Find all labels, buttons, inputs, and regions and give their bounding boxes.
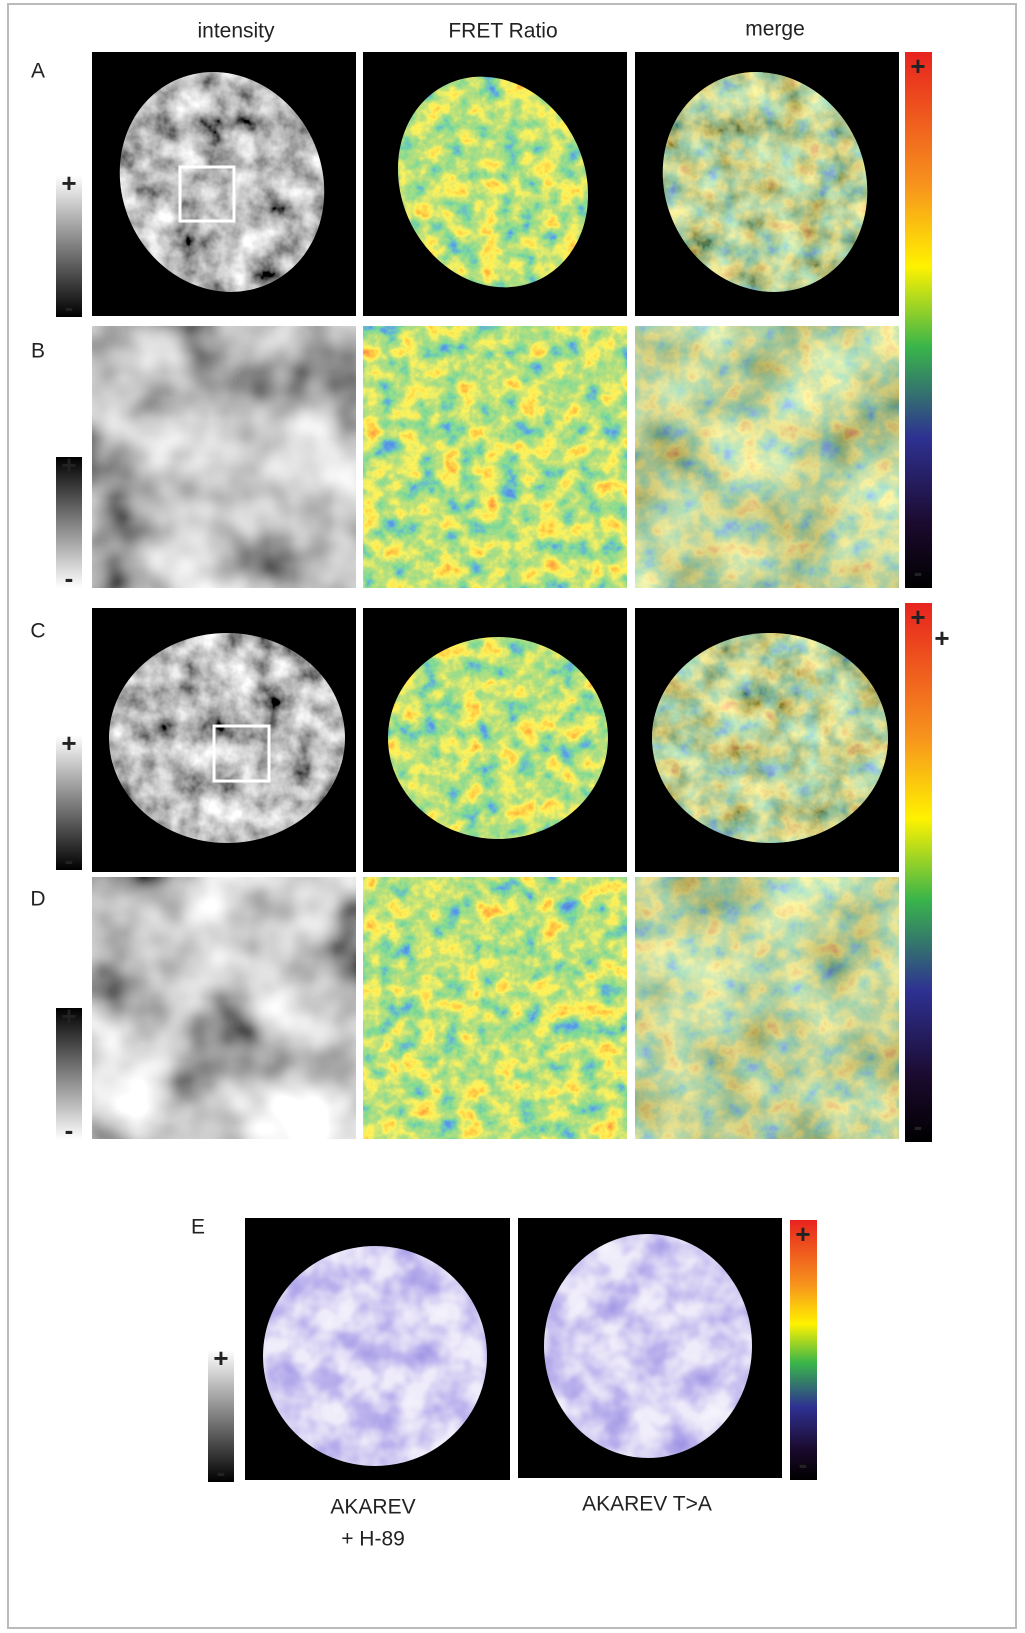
scale-sign: + bbox=[61, 1001, 76, 1031]
figure: intensity FRET Ratio merge A B C D E + A… bbox=[0, 0, 1025, 1633]
scale-sign: + bbox=[910, 602, 925, 632]
image-content bbox=[363, 877, 627, 1139]
micrograph bbox=[635, 877, 899, 1139]
scale-sign: - bbox=[65, 292, 74, 322]
image-overlay bbox=[635, 326, 899, 588]
column-header: intensity bbox=[197, 20, 275, 43]
micrograph bbox=[363, 877, 627, 1139]
scale-sign: - bbox=[914, 557, 923, 587]
column-header: FRET Ratio bbox=[448, 20, 557, 43]
color-scale-bar bbox=[790, 1220, 817, 1480]
scale-sign: - bbox=[914, 1111, 923, 1141]
micrograph bbox=[635, 608, 899, 872]
scale-sign: + bbox=[213, 1343, 228, 1373]
micrograph bbox=[635, 52, 899, 316]
scale-sign: - bbox=[799, 1449, 808, 1479]
scale-sign: + bbox=[910, 51, 925, 81]
scale-sign: + bbox=[61, 728, 76, 758]
scale-sign: + bbox=[61, 450, 76, 480]
scale-sign: + bbox=[795, 1219, 810, 1249]
row-label: C bbox=[30, 620, 45, 643]
micrograph bbox=[92, 877, 356, 1139]
micrograph bbox=[363, 52, 627, 316]
scale-sign: - bbox=[65, 845, 74, 875]
scale-sign: - bbox=[217, 1457, 226, 1487]
caption: AKAREV T>A bbox=[582, 1493, 712, 1516]
image-content bbox=[92, 877, 356, 1139]
scale-sign: + bbox=[934, 623, 949, 653]
color-scale-bar bbox=[905, 603, 932, 1142]
image-content bbox=[92, 326, 356, 588]
micrograph bbox=[363, 608, 627, 872]
scale-sign: + bbox=[61, 168, 76, 198]
micrograph bbox=[635, 326, 899, 588]
micrograph bbox=[245, 1218, 510, 1480]
caption: AKAREV bbox=[330, 1496, 415, 1519]
color-scale-bar bbox=[905, 52, 932, 588]
caption: + H-89 bbox=[341, 1528, 405, 1551]
micrograph bbox=[92, 52, 356, 316]
micrograph bbox=[92, 608, 356, 872]
image-overlay bbox=[635, 877, 899, 1139]
row-label: E bbox=[191, 1216, 205, 1239]
row-label: A bbox=[31, 60, 45, 83]
scale-sign: - bbox=[65, 563, 74, 593]
scale-sign: - bbox=[65, 1115, 74, 1145]
micrograph bbox=[363, 326, 627, 588]
image-content bbox=[363, 326, 627, 588]
row-label: B bbox=[31, 340, 45, 363]
micrograph bbox=[518, 1218, 782, 1478]
micrograph bbox=[92, 326, 356, 588]
row-label: D bbox=[30, 888, 45, 911]
column-header: merge bbox=[745, 18, 805, 41]
